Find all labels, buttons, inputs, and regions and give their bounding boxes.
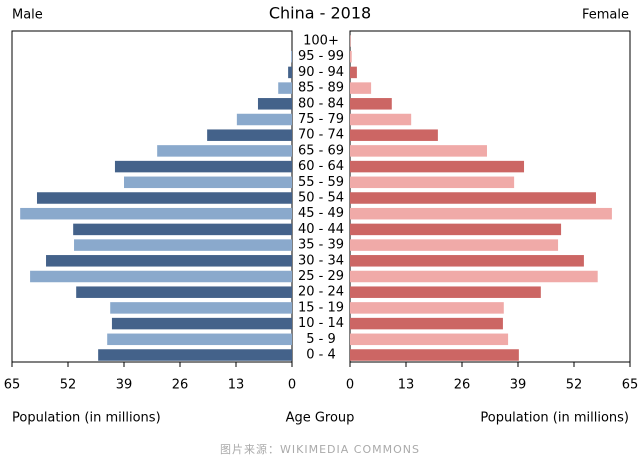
bar bbox=[278, 82, 292, 94]
category-label: 85 - 89 bbox=[298, 81, 344, 96]
x-tick-label: 65 bbox=[622, 378, 639, 393]
bar bbox=[124, 176, 292, 189]
bar bbox=[207, 129, 292, 141]
x-tick-label: 39 bbox=[510, 378, 527, 393]
bar bbox=[350, 176, 515, 189]
bar bbox=[350, 286, 541, 298]
bar bbox=[288, 66, 292, 79]
x-tick-label: 52 bbox=[566, 378, 583, 393]
bar bbox=[114, 160, 292, 173]
bar bbox=[350, 98, 392, 110]
category-label: 30 - 34 bbox=[298, 253, 344, 268]
category-label: 15 - 19 bbox=[298, 300, 344, 315]
x-tick-label: 52 bbox=[60, 378, 77, 393]
category-label: 10 - 14 bbox=[298, 316, 344, 331]
bar bbox=[350, 160, 525, 173]
bar bbox=[110, 302, 292, 314]
bar bbox=[36, 192, 292, 204]
right-label: Female bbox=[582, 8, 629, 23]
category-label: 25 - 29 bbox=[298, 269, 344, 284]
category-label: 40 - 44 bbox=[298, 222, 344, 237]
bar bbox=[236, 113, 292, 126]
bar bbox=[350, 302, 504, 314]
bar bbox=[350, 113, 412, 126]
bar bbox=[107, 333, 292, 346]
bar bbox=[98, 349, 293, 361]
bar bbox=[350, 239, 559, 251]
x-tick-label: 26 bbox=[454, 378, 471, 393]
category-label: 75 - 79 bbox=[298, 112, 344, 127]
bar bbox=[350, 66, 357, 79]
category-label: 70 - 74 bbox=[298, 128, 344, 143]
x-axis-label: Population (in millions) bbox=[480, 411, 629, 426]
category-label: 20 - 24 bbox=[298, 285, 344, 300]
chart-title: China - 2018 bbox=[269, 4, 371, 23]
left-label: Male bbox=[12, 8, 43, 23]
category-label: 65 - 69 bbox=[298, 143, 344, 158]
category-label: 0 - 4 bbox=[306, 348, 336, 363]
category-label: 100+ bbox=[303, 34, 339, 49]
bar bbox=[350, 129, 438, 141]
bar bbox=[350, 223, 562, 236]
x-tick-label: 65 bbox=[4, 378, 21, 393]
category-label: 95 - 99 bbox=[298, 49, 344, 64]
category-label: 80 - 84 bbox=[298, 96, 344, 111]
x-tick-label: 0 bbox=[288, 378, 296, 393]
x-tick-label: 39 bbox=[116, 378, 133, 393]
bar bbox=[76, 286, 292, 298]
bar bbox=[257, 98, 292, 110]
category-label: 55 - 59 bbox=[298, 175, 344, 190]
x-tick-label: 26 bbox=[172, 378, 189, 393]
category-label: 5 - 9 bbox=[306, 332, 336, 347]
category-label: 45 - 49 bbox=[298, 206, 344, 221]
bar bbox=[350, 255, 584, 267]
bar bbox=[350, 349, 519, 361]
bar bbox=[74, 239, 293, 251]
bar bbox=[350, 270, 598, 283]
bar bbox=[20, 207, 292, 220]
x-tick-label: 13 bbox=[398, 378, 415, 393]
x-tick-label: 0 bbox=[346, 378, 354, 393]
bar bbox=[46, 255, 293, 267]
bar bbox=[73, 223, 293, 236]
bar bbox=[350, 82, 372, 94]
bar bbox=[111, 317, 292, 330]
source: 图片来源：WIKIMEDIA COMMONS bbox=[220, 442, 420, 456]
category-label: 90 - 94 bbox=[298, 65, 344, 80]
bar bbox=[350, 50, 352, 63]
bar bbox=[350, 333, 509, 346]
center-axis-label: Age Group bbox=[286, 411, 355, 426]
category-label: 60 - 64 bbox=[298, 159, 344, 174]
bar bbox=[157, 145, 292, 157]
bar bbox=[350, 207, 612, 220]
bar bbox=[30, 270, 292, 283]
bar bbox=[350, 317, 503, 330]
bar bbox=[291, 50, 292, 63]
x-tick-label: 13 bbox=[228, 378, 245, 393]
category-label: 50 - 54 bbox=[298, 191, 344, 206]
category-label: 35 - 39 bbox=[298, 238, 344, 253]
x-axis-label: Population (in millions) bbox=[12, 411, 161, 426]
bar bbox=[350, 145, 487, 157]
bar bbox=[350, 192, 596, 204]
